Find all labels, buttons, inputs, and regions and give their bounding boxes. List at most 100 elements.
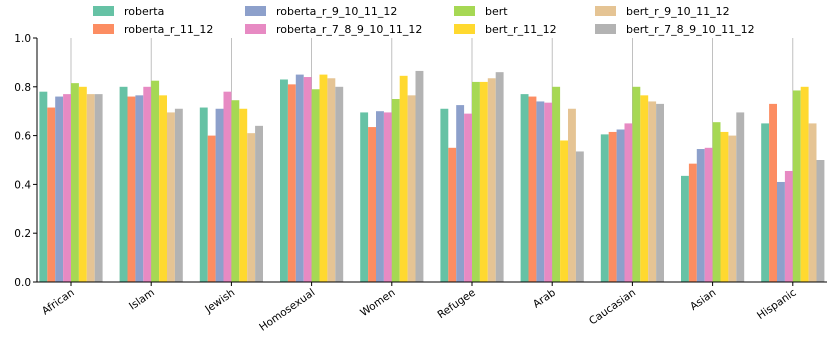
bar-roberta-islam <box>119 86 128 282</box>
bar-bert_r_9_10_11_12-caucasian <box>648 101 657 282</box>
bar-roberta-jewish <box>199 107 208 282</box>
bar-roberta_r_9_10_11_12-arab <box>536 101 545 282</box>
bar-roberta_r_7_8_9_10_11_12-caucasian <box>624 123 633 283</box>
bar-bert_r_11_12-african <box>78 86 87 282</box>
bar-roberta_r_9_10_11_12-refugee <box>456 105 465 282</box>
x-tick-label: Caucasian <box>587 287 638 328</box>
x-tick-label: Asian <box>688 287 718 313</box>
bar-bert_r_9_10_11_12-homosexual <box>327 78 336 282</box>
y-tick-label: 0.0 <box>14 277 31 289</box>
bar-bert_r_7_8_9_10_11_12-women <box>415 70 424 282</box>
bar-roberta_r_11_12-hispanic <box>769 103 777 282</box>
bar-roberta_r_7_8_9_10_11_12-jewish <box>223 91 232 283</box>
y-tick-label: 0.4 <box>14 179 31 191</box>
legend-swatch-roberta_r_7_8_9_10_11_12 <box>245 24 266 34</box>
bar-roberta_r_11_12-islam <box>127 96 136 282</box>
bar-roberta_r_9_10_11_12-african <box>55 96 64 282</box>
bar-bert_r_9_10_11_12-hispanic <box>808 123 817 283</box>
bar-roberta-refugee <box>440 108 449 282</box>
bar-roberta-asian <box>681 175 689 282</box>
legend-label-roberta_r_9_10_11_12: roberta_r_9_10_11_12 <box>276 5 397 18</box>
legend-swatch-roberta_r_9_10_11_12 <box>245 6 266 16</box>
x-tick-label: Hispanic <box>755 287 799 323</box>
bar-bert-refugee <box>472 81 480 282</box>
bar-bert_r_9_10_11_12-islam <box>167 112 175 282</box>
legend-swatch-bert_r_7_8_9_10_11_12 <box>595 24 616 34</box>
bar-bert_r_9_10_11_12-african <box>86 94 95 283</box>
bar-bert-women <box>391 99 400 282</box>
bar-bert-caucasian <box>632 86 641 282</box>
bar-bert-jewish <box>231 100 240 282</box>
bar-roberta_r_7_8_9_10_11_12-african <box>63 94 71 283</box>
y-tick-label: 0.2 <box>14 228 31 240</box>
bar-bert_r_11_12-asian <box>720 131 729 282</box>
bar-roberta_r_9_10_11_12-asian <box>696 149 705 282</box>
bar-roberta-caucasian <box>600 134 609 282</box>
bar-bert_r_9_10_11_12-arab <box>568 108 576 282</box>
legend-swatch-roberta_r_11_12 <box>93 24 114 34</box>
bar-bert_r_7_8_9_10_11_12-caucasian <box>656 103 664 282</box>
bar-roberta_r_11_12-homosexual <box>287 84 296 282</box>
bar-roberta_r_11_12-refugee <box>448 147 457 282</box>
legend-swatch-bert <box>454 6 475 16</box>
bar-bert_r_11_12-hispanic <box>800 86 809 282</box>
bar-bert-african <box>71 83 79 282</box>
bar-bert_r_9_10_11_12-jewish <box>247 133 256 282</box>
bar-roberta_r_7_8_9_10_11_12-arab <box>544 102 553 282</box>
bar-bert_r_7_8_9_10_11_12-hispanic <box>816 160 825 282</box>
bar-roberta_r_7_8_9_10_11_12-refugee <box>464 113 472 282</box>
bar-bert_r_7_8_9_10_11_12-jewish <box>255 125 263 282</box>
legend-label-bert_r_9_10_11_12: bert_r_9_10_11_12 <box>626 5 730 18</box>
bar-bert-asian <box>712 122 721 283</box>
bar-roberta-african <box>39 91 48 283</box>
bar-roberta_r_9_10_11_12-homosexual <box>295 74 304 282</box>
bar-bert_r_11_12-islam <box>159 95 167 282</box>
bar-roberta_r_11_12-arab <box>528 96 537 282</box>
x-tick-label: African <box>40 287 77 318</box>
y-tick-label: 0.8 <box>14 82 31 94</box>
x-tick-label: Islam <box>127 287 157 313</box>
legend-swatch-bert_r_11_12 <box>454 24 475 34</box>
y-tick-label: 1.0 <box>14 33 31 45</box>
bar-roberta-women <box>360 112 369 282</box>
bar-bert-arab <box>552 86 561 282</box>
bar-roberta_r_9_10_11_12-caucasian <box>616 129 625 282</box>
bar-bert_r_7_8_9_10_11_12-homosexual <box>335 86 344 282</box>
bar-roberta-homosexual <box>280 79 288 282</box>
bar-bert_r_11_12-caucasian <box>640 95 649 282</box>
bar-roberta_r_9_10_11_12-hispanic <box>777 181 785 282</box>
bar-bert_r_7_8_9_10_11_12-arab <box>575 151 584 282</box>
legend-swatch-roberta <box>93 6 114 16</box>
bars <box>39 70 825 283</box>
legend-label-bert: bert <box>485 5 508 18</box>
legend-swatch-bert_r_9_10_11_12 <box>595 6 616 16</box>
legend-label-bert_r_11_12: bert_r_11_12 <box>485 23 557 36</box>
x-tick-label: Women <box>358 287 397 320</box>
bar-roberta_r_11_12-african <box>47 107 56 282</box>
x-tick-label: Arab <box>531 286 558 310</box>
legend-label-roberta_r_7_8_9_10_11_12: roberta_r_7_8_9_10_11_12 <box>276 23 422 36</box>
bar-bert-hispanic <box>792 90 801 283</box>
y-tick-label: 0.6 <box>14 131 31 143</box>
bar-bert-homosexual <box>311 89 320 283</box>
bar-roberta_r_11_12-caucasian <box>608 131 617 282</box>
bar-roberta-hispanic <box>761 123 770 283</box>
bar-bert_r_11_12-refugee <box>479 81 488 282</box>
x-tick-label: Refugee <box>435 287 477 322</box>
bar-roberta_r_7_8_9_10_11_12-asian <box>704 147 713 282</box>
bar-roberta_r_7_8_9_10_11_12-hispanic <box>784 170 793 282</box>
bar-bert_r_9_10_11_12-refugee <box>487 78 496 282</box>
bar-roberta_r_11_12-women <box>368 127 376 282</box>
bar-roberta_r_7_8_9_10_11_12-women <box>383 112 392 282</box>
bar-roberta_r_9_10_11_12-women <box>376 111 384 282</box>
bar-roberta_r_9_10_11_12-jewish <box>215 108 224 282</box>
legend: roberta roberta_r_11_12 roberta_r_9_10_11_… <box>93 5 755 36</box>
bar-bert_r_11_12-homosexual <box>319 74 328 282</box>
bar-bert_r_9_10_11_12-women <box>407 95 416 282</box>
x-tick-label: Jewish <box>202 287 237 316</box>
bar-bert_r_7_8_9_10_11_12-islam <box>174 108 183 282</box>
legend-label-bert_r_7_8_9_10_11_12: bert_r_7_8_9_10_11_12 <box>626 23 755 36</box>
bar-bert_r_11_12-arab <box>560 140 568 282</box>
bar-roberta_r_9_10_11_12-islam <box>135 95 144 282</box>
